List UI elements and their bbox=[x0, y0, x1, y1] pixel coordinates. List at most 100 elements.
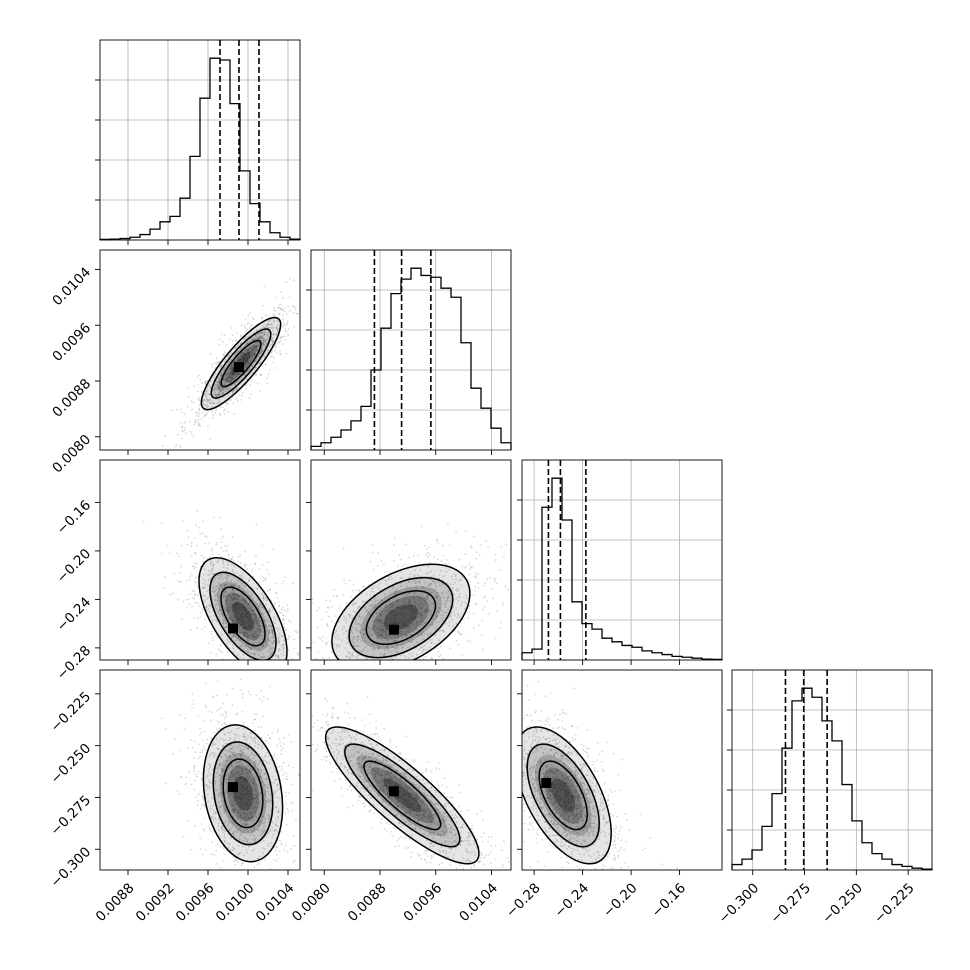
sample-point bbox=[227, 672, 229, 674]
sample-point bbox=[438, 621, 440, 623]
sample-point bbox=[455, 588, 457, 591]
sample-point bbox=[258, 653, 260, 656]
sample-point bbox=[251, 603, 253, 606]
sample-point bbox=[445, 604, 448, 607]
sample-point bbox=[257, 743, 260, 746]
sample-point bbox=[314, 292, 316, 294]
sample-point bbox=[258, 759, 261, 762]
sample-point bbox=[235, 778, 238, 781]
sample-point bbox=[233, 605, 235, 607]
sample-point bbox=[239, 754, 242, 757]
sample-point bbox=[240, 581, 243, 584]
sample-point bbox=[227, 847, 230, 849]
sample-point bbox=[440, 560, 443, 563]
sample-point bbox=[203, 415, 206, 418]
sample-point bbox=[197, 602, 200, 604]
sample-point bbox=[384, 648, 386, 651]
sample-point bbox=[379, 634, 382, 637]
hist-1-frame bbox=[310, 249, 512, 451]
sample-point bbox=[437, 610, 440, 613]
sample-point bbox=[424, 656, 427, 658]
sample-point bbox=[252, 666, 254, 668]
sample-point bbox=[232, 588, 235, 591]
sample-point bbox=[215, 653, 218, 656]
sample-point bbox=[253, 866, 256, 868]
sample-point bbox=[233, 373, 236, 375]
sample-point bbox=[233, 583, 236, 585]
sample-point bbox=[420, 620, 422, 623]
sample-point bbox=[226, 609, 229, 612]
sample-point bbox=[435, 621, 438, 624]
sample-point bbox=[276, 744, 278, 747]
sample-point bbox=[223, 409, 225, 412]
sample-point bbox=[223, 759, 225, 762]
sample-point bbox=[419, 607, 422, 610]
sample-point bbox=[438, 574, 441, 576]
sample-point bbox=[494, 577, 497, 580]
sample-point bbox=[260, 606, 263, 609]
sample-point bbox=[235, 351, 238, 354]
sample-point bbox=[384, 661, 386, 663]
sample-point bbox=[254, 775, 257, 778]
sample-point bbox=[227, 611, 230, 614]
sample-point bbox=[307, 681, 309, 683]
sample-point bbox=[244, 565, 246, 568]
sample-point bbox=[410, 604, 413, 606]
sample-point bbox=[277, 817, 280, 820]
sample-point bbox=[217, 611, 220, 614]
sample-point bbox=[410, 606, 413, 608]
sample-point bbox=[240, 347, 242, 349]
sample-point bbox=[267, 874, 269, 876]
sample-point bbox=[221, 792, 224, 795]
sample-point bbox=[384, 609, 387, 612]
sample-point bbox=[197, 384, 199, 386]
sample-point bbox=[420, 607, 423, 609]
sample-point bbox=[224, 765, 227, 768]
sample-point bbox=[222, 379, 225, 382]
sample-point bbox=[292, 311, 295, 314]
sample-point bbox=[204, 579, 207, 582]
sample-point bbox=[232, 402, 235, 405]
sample-point bbox=[261, 347, 263, 350]
sample-point bbox=[221, 587, 224, 590]
sample-point bbox=[405, 627, 408, 630]
sample-point bbox=[242, 589, 245, 592]
sample-point bbox=[403, 605, 406, 608]
sample-point bbox=[278, 727, 280, 729]
sample-point bbox=[322, 635, 324, 638]
sample-point bbox=[218, 819, 221, 821]
contour-line-2 bbox=[210, 328, 272, 399]
sample-point bbox=[434, 583, 437, 585]
sample-point bbox=[220, 768, 223, 770]
sample-point bbox=[239, 355, 242, 357]
sample-point bbox=[363, 625, 366, 628]
sample-point bbox=[274, 603, 276, 606]
sample-point bbox=[399, 654, 402, 657]
sample-point bbox=[249, 312, 251, 315]
sample-point bbox=[430, 612, 432, 614]
sample-point bbox=[468, 562, 471, 565]
sample-point bbox=[258, 356, 260, 359]
sample-point bbox=[372, 629, 375, 631]
sample-point bbox=[202, 582, 205, 585]
sample-point bbox=[376, 586, 379, 589]
sample-point bbox=[246, 621, 248, 624]
sample-point bbox=[213, 591, 216, 594]
sample-point bbox=[263, 333, 266, 336]
sample-point bbox=[209, 438, 212, 440]
sample-point bbox=[284, 576, 286, 579]
sample-point bbox=[246, 790, 249, 793]
sample-point bbox=[442, 594, 445, 597]
sample-point bbox=[229, 605, 232, 607]
sample-point bbox=[400, 613, 403, 616]
sample-point bbox=[183, 422, 186, 424]
sample-point bbox=[325, 642, 328, 645]
sample-point bbox=[401, 623, 404, 625]
sample-point bbox=[245, 626, 248, 628]
sample-point bbox=[356, 629, 358, 632]
sample-point bbox=[208, 603, 211, 606]
sample-point bbox=[354, 621, 357, 623]
sample-point bbox=[417, 612, 420, 615]
sample-point bbox=[402, 625, 405, 627]
sample-point bbox=[421, 614, 424, 617]
